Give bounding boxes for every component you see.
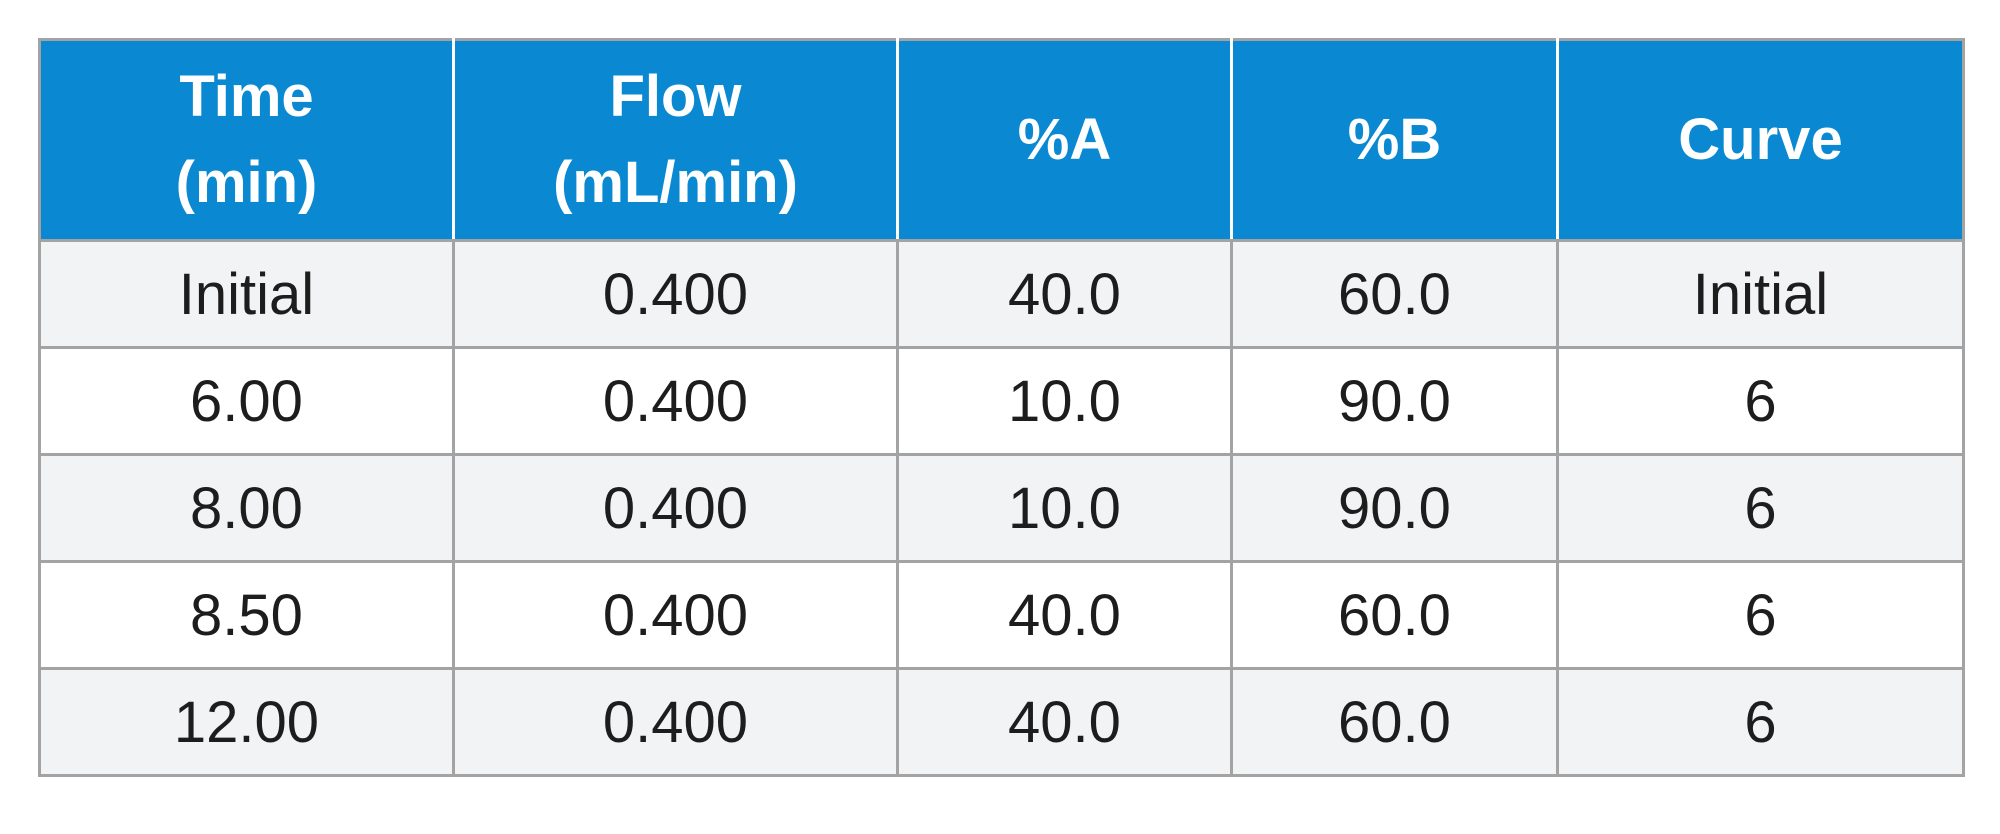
header-time-line1: Time xyxy=(179,64,314,129)
header-percent-a: %A xyxy=(896,38,1233,242)
cell-time: 12.00 xyxy=(38,667,455,777)
cell-flow: 0.400 xyxy=(452,667,899,777)
table-row: 12.00 0.400 40.0 60.0 6 xyxy=(38,667,1965,777)
header-percent-a-label: %A xyxy=(1017,107,1112,172)
header-row: Time (min) Flow (mL/min) %A %B Curve xyxy=(38,38,1965,242)
cell-time: Initial xyxy=(38,239,455,349)
header-flow: Flow (mL/min) xyxy=(452,38,899,242)
cell-percent-a: 10.0 xyxy=(896,453,1233,563)
cell-flow: 0.400 xyxy=(452,346,899,456)
table-row: 8.50 0.400 40.0 60.0 6 xyxy=(38,560,1965,670)
table-body: Initial 0.400 40.0 60.0 Initial 6.00 0.4… xyxy=(38,239,1965,777)
cell-percent-b: 60.0 xyxy=(1230,667,1559,777)
header-percent-b-label: %B xyxy=(1347,107,1442,172)
cell-percent-b: 60.0 xyxy=(1230,560,1559,670)
cell-curve: 6 xyxy=(1556,667,1965,777)
cell-percent-a: 40.0 xyxy=(896,239,1233,349)
cell-curve: 6 xyxy=(1556,560,1965,670)
cell-time: 8.00 xyxy=(38,453,455,563)
cell-percent-a: 40.0 xyxy=(896,560,1233,670)
cell-flow: 0.400 xyxy=(452,239,899,349)
cell-time: 6.00 xyxy=(38,346,455,456)
header-flow-line2: (mL/min) xyxy=(553,150,798,215)
table-header: Time (min) Flow (mL/min) %A %B Curve xyxy=(38,38,1965,242)
header-time: Time (min) xyxy=(38,38,455,242)
cell-time: 8.50 xyxy=(38,560,455,670)
cell-curve: Initial xyxy=(1556,239,1965,349)
header-flow-line1: Flow xyxy=(609,64,742,129)
cell-percent-a: 40.0 xyxy=(896,667,1233,777)
header-curve-label: Curve xyxy=(1678,107,1843,172)
cell-curve: 6 xyxy=(1556,346,1965,456)
header-curve: Curve xyxy=(1556,38,1965,242)
cell-percent-b: 90.0 xyxy=(1230,346,1559,456)
gradient-table: Time (min) Flow (mL/min) %A %B Curve Ini… xyxy=(38,38,1965,777)
header-time-line2: (min) xyxy=(175,150,318,215)
cell-percent-a: 10.0 xyxy=(896,346,1233,456)
cell-flow: 0.400 xyxy=(452,560,899,670)
cell-curve: 6 xyxy=(1556,453,1965,563)
table-row: 8.00 0.400 10.0 90.0 6 xyxy=(38,453,1965,563)
cell-flow: 0.400 xyxy=(452,453,899,563)
cell-percent-b: 60.0 xyxy=(1230,239,1559,349)
table-row: Initial 0.400 40.0 60.0 Initial xyxy=(38,239,1965,349)
header-percent-b: %B xyxy=(1230,38,1559,242)
table-row: 6.00 0.400 10.0 90.0 6 xyxy=(38,346,1965,456)
cell-percent-b: 90.0 xyxy=(1230,453,1559,563)
